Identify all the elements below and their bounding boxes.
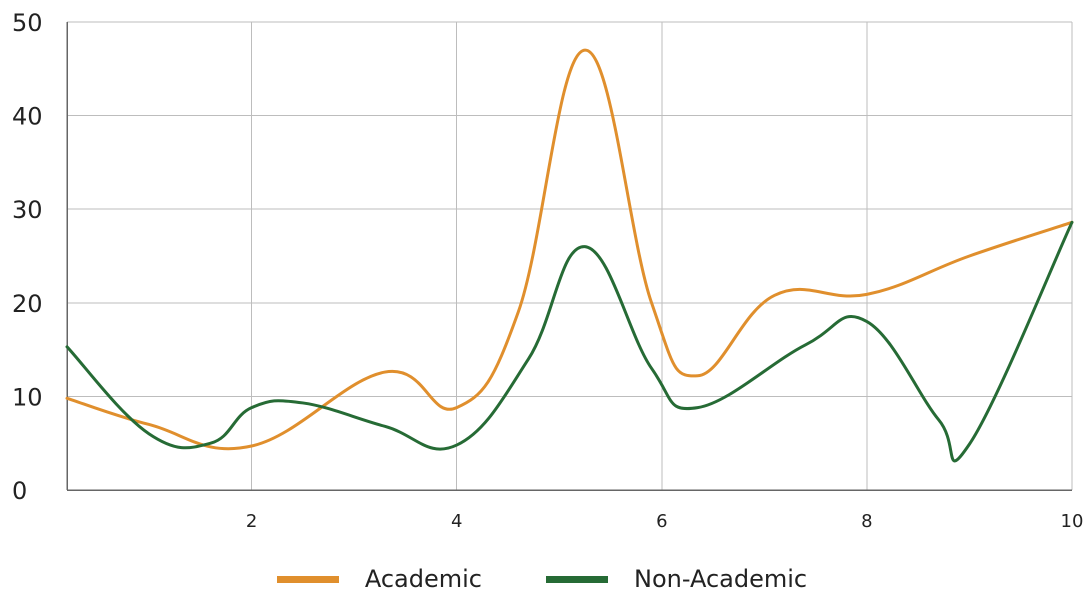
y-tick-label: 0 — [12, 477, 27, 505]
y-tick-label: 20 — [12, 290, 43, 318]
legend-label-academic: Academic — [364, 565, 482, 593]
axes — [66, 22, 1072, 491]
grid — [67, 21, 1073, 490]
x-tick-label: 2 — [246, 511, 257, 532]
x-tick-label: 6 — [656, 511, 667, 532]
x-tick-label: 10 — [1061, 511, 1084, 532]
legend-swatch-non-academic — [546, 575, 608, 583]
series-line-non-academic — [65, 220, 1074, 463]
y-tick-label: 50 — [12, 9, 43, 37]
y-tick-label: 30 — [12, 196, 43, 224]
series-line-academic — [65, 48, 1074, 451]
tick-labels: 0 10 20 30 40 50 2 4 6 8 10 — [12, 9, 1083, 532]
legend-label-non-academic: Non-Academic — [634, 565, 808, 593]
y-tick-label: 40 — [12, 103, 43, 131]
series-layer — [65, 48, 1074, 463]
legend: Academic Non-Academic — [0, 567, 1084, 591]
legend-item-non-academic: Non-Academic — [546, 567, 807, 591]
y-tick-label: 10 — [12, 383, 43, 411]
x-tick-label: 4 — [451, 511, 462, 532]
legend-item-academic: Academic — [276, 565, 482, 593]
x-tick-label: 8 — [861, 511, 872, 532]
legend-swatch-academic — [276, 575, 339, 583]
